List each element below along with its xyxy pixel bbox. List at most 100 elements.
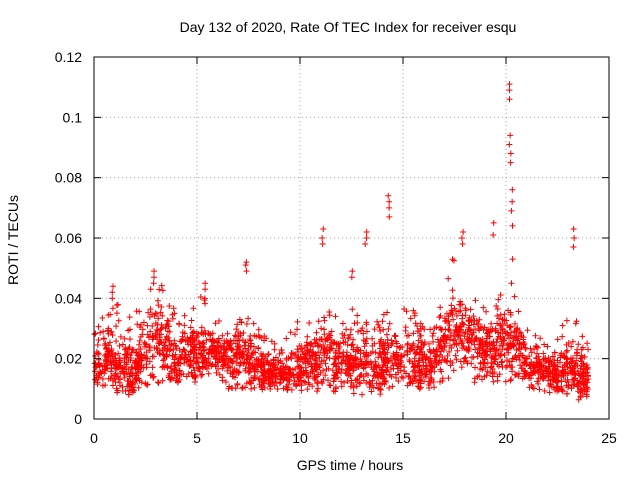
data-point [319, 241, 326, 248]
data-point [397, 357, 404, 364]
data-point [545, 373, 552, 380]
data-point [141, 339, 148, 346]
data-point [316, 336, 323, 343]
data-point [174, 379, 181, 386]
data-point [517, 330, 524, 337]
data-point [396, 344, 403, 351]
data-point [513, 356, 520, 363]
data-point [261, 355, 268, 362]
data-point [570, 376, 577, 383]
data-point [400, 352, 407, 359]
data-point [253, 356, 260, 363]
data-point [446, 327, 453, 334]
data-point [541, 341, 548, 348]
data-point [234, 321, 241, 328]
data-point [294, 364, 301, 371]
data-point [330, 378, 337, 385]
data-point [237, 330, 244, 337]
data-point [531, 346, 538, 353]
data-point [176, 347, 183, 354]
data-point [537, 335, 544, 342]
data-point [348, 379, 355, 386]
data-point [121, 335, 128, 342]
data-point [190, 353, 197, 360]
data-point [386, 213, 393, 220]
data-point [326, 381, 333, 388]
data-point [140, 319, 147, 326]
data-point [497, 322, 504, 329]
data-point [563, 359, 570, 366]
data-point [147, 286, 154, 293]
data-point [171, 310, 178, 317]
data-point [515, 308, 522, 315]
data-point [181, 359, 188, 366]
data-point [327, 332, 334, 339]
data-point [141, 343, 148, 350]
data-point [430, 347, 437, 354]
data-point [298, 345, 305, 352]
data-point [452, 336, 459, 343]
data-point [438, 343, 445, 350]
data-point [536, 361, 543, 368]
data-point [393, 351, 400, 358]
data-point [116, 342, 123, 349]
data-point [507, 311, 514, 318]
data-point [521, 354, 528, 361]
data-point [245, 364, 252, 371]
data-point [113, 323, 120, 330]
data-point [459, 241, 466, 248]
data-point [487, 364, 494, 371]
data-point [575, 341, 582, 348]
data-point [136, 359, 143, 366]
data-point [300, 358, 307, 365]
data-point [363, 228, 370, 235]
data-point [119, 388, 126, 395]
data-point [91, 368, 98, 375]
data-point [369, 377, 376, 384]
data-point [193, 334, 200, 341]
data-points [91, 81, 592, 403]
data-point [268, 338, 275, 345]
data-point [104, 327, 111, 334]
data-point [382, 377, 389, 384]
data-point [448, 345, 455, 352]
data-point [145, 309, 152, 316]
data-point [223, 337, 230, 344]
data-point [171, 369, 178, 376]
data-point [274, 385, 281, 392]
data-point [135, 364, 142, 371]
data-point [461, 333, 468, 340]
data-point [494, 335, 501, 342]
data-point [156, 286, 163, 293]
data-point [407, 379, 414, 386]
data-point [357, 380, 364, 387]
data-point [116, 359, 123, 366]
data-point [506, 81, 513, 88]
data-point [400, 374, 407, 381]
data-point [165, 318, 172, 325]
data-point [262, 374, 269, 381]
data-point [164, 364, 171, 371]
data-point [585, 346, 592, 353]
x-tick-label: 20 [498, 430, 514, 446]
data-point [284, 386, 291, 393]
data-point [306, 319, 313, 326]
data-point [131, 364, 138, 371]
data-point [531, 369, 538, 376]
data-point [426, 359, 433, 366]
data-point [222, 360, 229, 367]
data-point [483, 352, 490, 359]
data-point [392, 338, 399, 345]
data-point [494, 361, 501, 368]
data-point [457, 326, 464, 333]
data-point [314, 388, 321, 395]
data-point [570, 365, 577, 372]
data-point [94, 381, 101, 388]
data-point [348, 274, 355, 281]
data-point [476, 327, 483, 334]
data-point [568, 381, 575, 388]
data-point [100, 328, 107, 335]
data-point [325, 365, 332, 372]
data-point [95, 323, 102, 330]
data-point [255, 345, 262, 352]
